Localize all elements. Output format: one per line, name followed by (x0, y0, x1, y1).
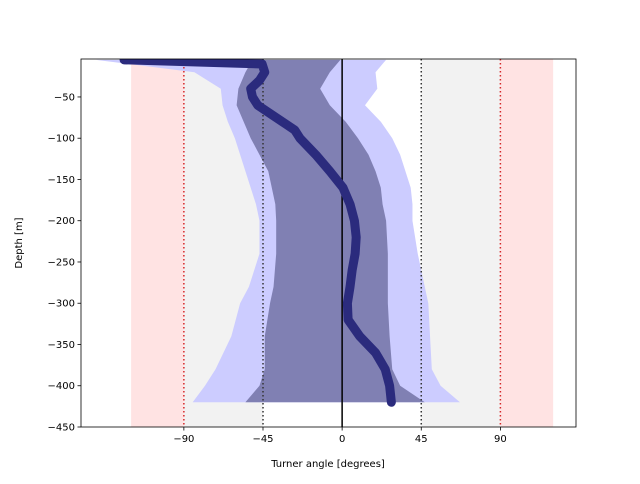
plot-frame (80, 58, 577, 428)
y-tick-label: −250 (48, 257, 75, 268)
y-tick-label: −300 (48, 299, 75, 310)
y-tick-label: −100 (48, 134, 75, 145)
x-tick-label: 45 (415, 434, 428, 445)
x-tick-label: −90 (173, 434, 194, 445)
percentile-band (236, 59, 425, 403)
y-tick-label: −450 (48, 423, 75, 434)
y-tick-label: −50 (54, 92, 75, 103)
x-tick-label: 90 (494, 434, 507, 445)
regime-region (131, 59, 184, 427)
y-axis-label: Depth [m] (14, 217, 25, 268)
regime-region (421, 59, 501, 427)
regime-region (500, 59, 554, 427)
median-line (119, 59, 396, 407)
x-axis-label: Turner angle [degrees] (270, 459, 385, 470)
y-tick-label: −400 (48, 381, 75, 392)
x-tick-label: −45 (252, 434, 273, 445)
y-tick-label: −150 (48, 175, 75, 186)
y-tick-label: −200 (48, 216, 75, 227)
x-tick-label: 0 (339, 434, 345, 445)
y-tick-label: −350 (48, 340, 75, 351)
